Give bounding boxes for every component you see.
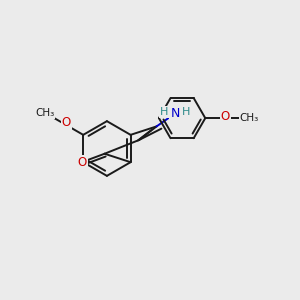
Text: H: H (160, 107, 168, 117)
Text: H: H (182, 107, 190, 117)
Text: CH₃: CH₃ (240, 113, 259, 123)
Text: O: O (78, 155, 87, 169)
Text: O: O (61, 116, 71, 129)
Text: CH₃: CH₃ (35, 108, 54, 118)
Text: N: N (170, 107, 180, 120)
Text: O: O (221, 110, 230, 123)
